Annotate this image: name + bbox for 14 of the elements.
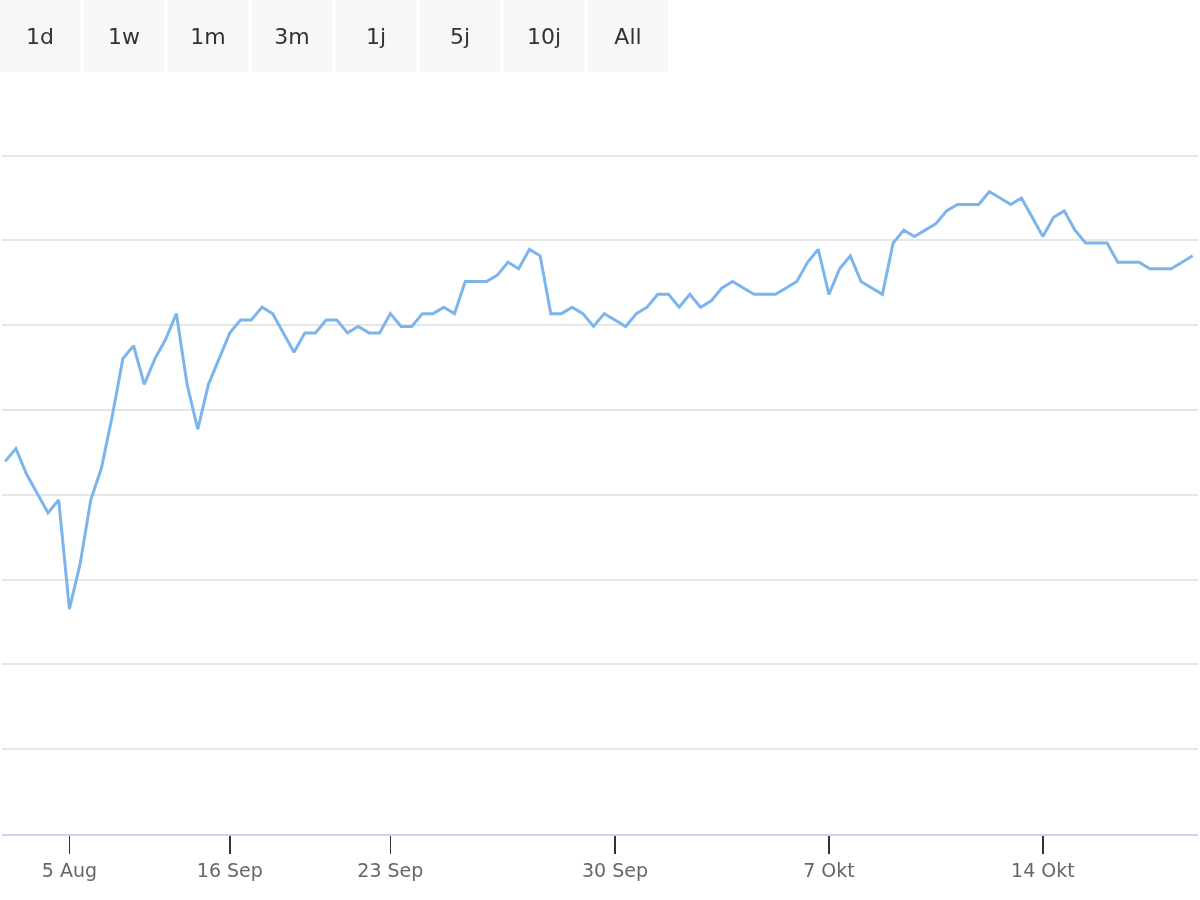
range-button: 1w [84,0,164,72]
range-button: 1d [0,0,80,72]
range-button: 10j [504,0,584,72]
x-tick-label: 16 Sep [196,858,263,881]
x-tick-label: 14 Okt [1011,858,1075,881]
x-tick-label: 23 Sep [357,858,424,881]
x-tick-label: 7 Okt [803,858,855,881]
range-button: All [588,0,668,72]
range-button: 1j [336,0,416,72]
range-button: 1m [168,0,248,72]
x-tick-label: 30 Sep [581,858,648,881]
range-button: 5j [420,0,500,72]
range-button: 3m [252,0,332,72]
x-tick-label: 5 Aug [41,858,98,881]
